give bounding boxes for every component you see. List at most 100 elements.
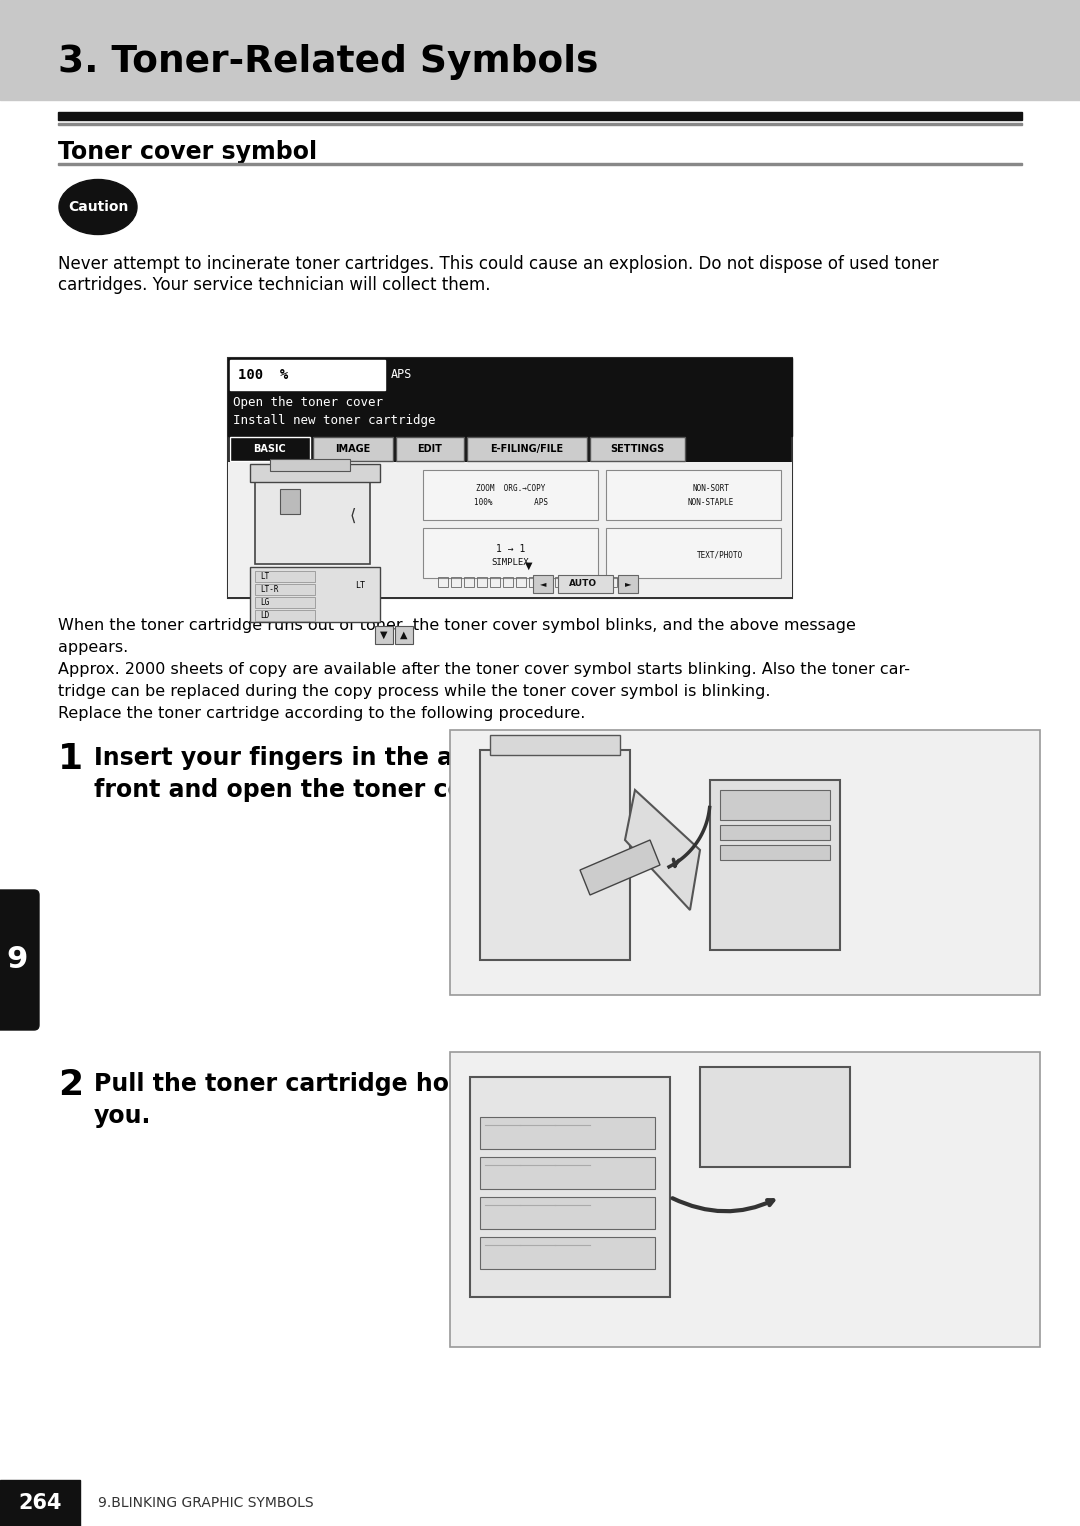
Text: Insert your fingers in the access on the: Insert your fingers in the access on the <box>94 746 619 771</box>
Text: ⟨: ⟨ <box>350 507 356 525</box>
Bar <box>590 436 685 461</box>
Text: ▼: ▼ <box>380 630 388 639</box>
Bar <box>375 626 393 644</box>
Bar <box>720 826 831 839</box>
Text: 100  %: 100 % <box>238 368 288 382</box>
Bar <box>480 749 630 960</box>
Bar <box>480 1117 654 1149</box>
Text: 100%         APS: 100% APS <box>473 497 548 507</box>
Text: 3. Toner-Related Symbols: 3. Toner-Related Symbols <box>58 44 598 79</box>
Bar <box>450 729 1040 995</box>
Bar <box>228 359 792 436</box>
Bar <box>451 577 461 588</box>
FancyBboxPatch shape <box>0 890 39 1030</box>
Bar <box>542 577 552 588</box>
Text: LT: LT <box>355 580 365 589</box>
Bar <box>313 436 393 461</box>
Text: appears.: appears. <box>58 639 129 655</box>
Text: ▼: ▼ <box>525 562 532 571</box>
Text: cartridges. Your service technician will collect them.: cartridges. Your service technician will… <box>58 276 490 295</box>
Bar <box>395 626 413 644</box>
Text: 264: 264 <box>18 1492 62 1512</box>
Text: Toner cover symbol: Toner cover symbol <box>58 140 318 163</box>
Text: BASIC: BASIC <box>254 444 286 455</box>
Text: 9: 9 <box>6 946 28 975</box>
Text: Replace the toner cartridge according to the following procedure.: Replace the toner cartridge according to… <box>58 707 585 720</box>
Text: AUTO: AUTO <box>569 580 597 589</box>
Bar <box>255 468 370 565</box>
Bar <box>280 488 300 514</box>
Bar <box>607 577 617 588</box>
Bar <box>555 577 565 588</box>
Bar <box>255 584 315 595</box>
Bar <box>467 436 588 461</box>
Bar <box>396 436 464 461</box>
Bar <box>490 577 500 588</box>
Text: E-FILING/FILE: E-FILING/FILE <box>490 444 564 455</box>
Text: 9.BLINKING GRAPHIC SYMBOLS: 9.BLINKING GRAPHIC SYMBOLS <box>98 1495 313 1511</box>
Text: ZOOM  ORG.→COPY: ZOOM ORG.→COPY <box>476 484 545 493</box>
Bar <box>0 0 1080 101</box>
Bar <box>503 577 513 588</box>
Text: SIMPLEX: SIMPLEX <box>491 559 529 568</box>
Text: LD: LD <box>260 610 269 620</box>
Text: Pull the toner cartridge holder toward: Pull the toner cartridge holder toward <box>94 1071 604 1096</box>
Bar <box>255 610 315 621</box>
Bar <box>490 736 620 755</box>
Bar <box>480 1238 654 1270</box>
Bar <box>534 575 553 594</box>
Bar <box>228 462 792 597</box>
Bar <box>228 359 792 598</box>
Text: 1 → 1: 1 → 1 <box>496 543 525 554</box>
Bar <box>450 1051 1040 1347</box>
Text: Install new toner cartridge: Install new toner cartridge <box>233 414 435 427</box>
Bar <box>249 464 380 482</box>
Bar <box>270 459 350 472</box>
Text: SETTINGS: SETTINGS <box>610 444 664 455</box>
Bar <box>720 845 831 861</box>
Bar <box>720 790 831 819</box>
Text: EDIT: EDIT <box>418 444 443 455</box>
Text: Approx. 2000 sheets of copy are available after the toner cover symbol starts bl: Approx. 2000 sheets of copy are availabl… <box>58 662 910 678</box>
Bar <box>606 470 781 520</box>
Bar <box>618 575 638 594</box>
Bar <box>594 577 604 588</box>
Bar <box>516 577 526 588</box>
Bar <box>230 436 310 461</box>
Text: ◄: ◄ <box>540 580 546 589</box>
Bar <box>606 528 781 578</box>
Polygon shape <box>580 839 660 896</box>
Bar <box>0 1480 80 1526</box>
Text: LG: LG <box>260 598 269 607</box>
Text: Open the toner cover: Open the toner cover <box>233 397 383 409</box>
Polygon shape <box>625 790 700 909</box>
Text: front and open the toner cover.: front and open the toner cover. <box>94 778 512 803</box>
Bar <box>423 470 598 520</box>
Bar <box>568 577 578 588</box>
Bar <box>558 575 613 594</box>
Text: Caution: Caution <box>68 200 129 214</box>
Bar <box>470 1077 670 1297</box>
Ellipse shape <box>59 180 137 235</box>
Text: TEXT/PHOTO: TEXT/PHOTO <box>697 549 743 559</box>
Text: 1: 1 <box>365 368 374 382</box>
Text: LT-R: LT-R <box>260 584 279 594</box>
Bar <box>480 1196 654 1228</box>
Bar <box>230 360 384 391</box>
Bar <box>477 577 487 588</box>
Text: Never attempt to incinerate toner cartridges. This could cause an explosion. Do : Never attempt to incinerate toner cartri… <box>58 255 939 273</box>
Bar <box>249 568 380 623</box>
Bar <box>255 571 315 581</box>
Text: When the toner cartridge runs out of toner, the toner cover symbol blinks, and t: When the toner cartridge runs out of ton… <box>58 618 855 633</box>
Text: LT: LT <box>260 572 269 581</box>
Text: NON-SORT: NON-SORT <box>692 484 729 493</box>
Bar <box>255 597 315 607</box>
Text: NON-STAPLE: NON-STAPLE <box>688 497 734 507</box>
Bar <box>438 577 448 588</box>
Text: tridge can be replaced during the copy process while the toner cover symbol is b: tridge can be replaced during the copy p… <box>58 684 770 699</box>
Bar <box>700 1067 850 1167</box>
Bar <box>710 780 840 951</box>
Text: you.: you. <box>94 1103 151 1128</box>
Text: ▲: ▲ <box>401 630 408 639</box>
Bar <box>423 528 598 578</box>
